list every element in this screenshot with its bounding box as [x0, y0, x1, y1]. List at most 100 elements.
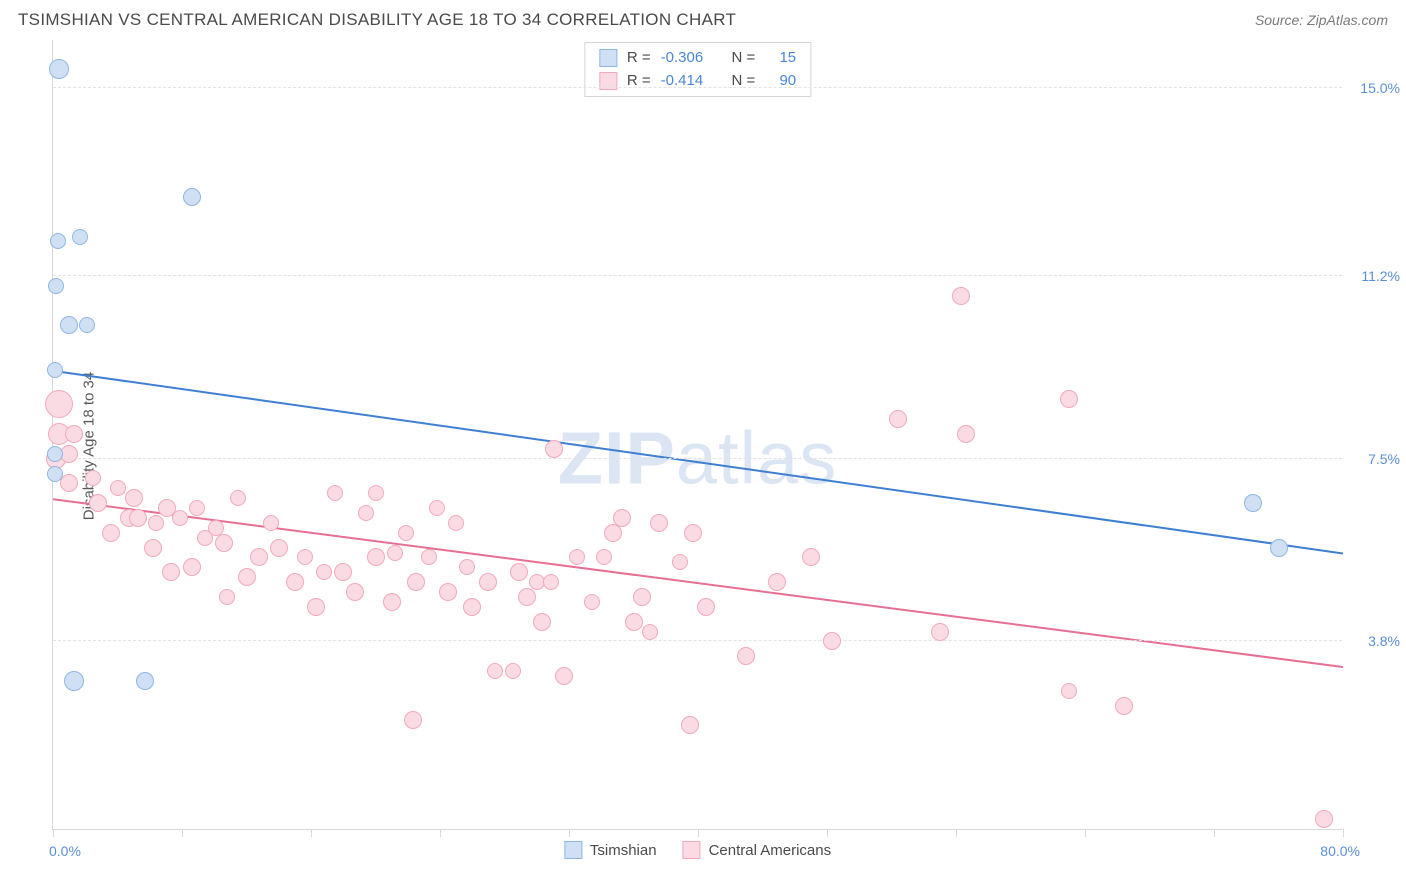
scatter-point: [346, 583, 364, 601]
legend-label: Tsimshian: [590, 842, 657, 859]
scatter-point: [487, 663, 503, 679]
scatter-point: [60, 445, 78, 463]
y-tick-label: 15.0%: [1360, 80, 1400, 96]
scatter-point: [368, 485, 384, 501]
scatter-point: [1244, 494, 1262, 512]
stat-row: R =-0.414 N = 90: [599, 70, 796, 93]
scatter-point: [230, 490, 246, 506]
correlation-stats-box: R =-0.306 N = 15R =-0.414 N = 90: [584, 42, 811, 97]
legend-label: Central Americans: [709, 842, 832, 859]
scatter-point: [555, 667, 573, 685]
scatter-point: [85, 470, 101, 486]
scatter-point: [358, 505, 374, 521]
legend-swatch-icon: [564, 841, 582, 859]
scatter-point: [297, 549, 313, 565]
x-tick: [311, 829, 312, 837]
scatter-point: [64, 671, 84, 691]
scatter-point: [215, 534, 233, 552]
scatter-point: [316, 564, 332, 580]
chart-plot-area: ZIPatlas R =-0.306 N = 15R =-0.414 N = 9…: [52, 40, 1342, 830]
scatter-point: [823, 632, 841, 650]
scatter-point: [45, 390, 73, 418]
scatter-point: [263, 515, 279, 531]
scatter-point: [219, 589, 235, 605]
scatter-point: [429, 500, 445, 516]
gridline: [53, 640, 1342, 641]
scatter-point: [543, 574, 559, 590]
stat-label-n: N =: [732, 47, 756, 70]
scatter-point: [569, 549, 585, 565]
scatter-point: [952, 287, 970, 305]
scatter-point: [1315, 810, 1333, 828]
x-axis-min-label: 0.0%: [49, 843, 81, 859]
scatter-point: [172, 510, 188, 526]
scatter-point: [398, 525, 414, 541]
scatter-point: [136, 672, 154, 690]
scatter-point: [1115, 697, 1133, 715]
stat-value-r: -0.306: [661, 47, 704, 70]
scatter-point: [367, 548, 385, 566]
scatter-point: [510, 563, 528, 581]
scatter-point: [1060, 390, 1078, 408]
scatter-point: [47, 466, 63, 482]
x-tick: [956, 829, 957, 837]
scatter-point: [286, 573, 304, 591]
stat-value-n: 90: [779, 70, 796, 93]
legend-swatch-icon: [683, 841, 701, 859]
scatter-point: [463, 598, 481, 616]
y-tick-label: 11.2%: [1361, 268, 1400, 284]
gridline: [53, 458, 1342, 459]
scatter-point: [404, 711, 422, 729]
bottom-legend: Tsimshian Central Americans: [564, 841, 831, 859]
scatter-point: [421, 549, 437, 565]
scatter-point: [48, 278, 64, 294]
x-axis-max-label: 80.0%: [1320, 843, 1360, 859]
scatter-point: [162, 563, 180, 581]
scatter-point: [518, 588, 536, 606]
stat-label-r: R =: [627, 70, 651, 93]
scatter-point: [144, 539, 162, 557]
scatter-point: [737, 647, 755, 665]
scatter-point: [505, 663, 521, 679]
x-tick: [698, 829, 699, 837]
scatter-point: [65, 425, 83, 443]
scatter-point: [50, 233, 66, 249]
x-tick: [440, 829, 441, 837]
scatter-point: [183, 558, 201, 576]
scatter-point: [47, 362, 63, 378]
scatter-point: [183, 188, 201, 206]
scatter-point: [584, 594, 600, 610]
scatter-point: [383, 593, 401, 611]
x-tick: [1085, 829, 1086, 837]
scatter-point: [189, 500, 205, 516]
scatter-point: [545, 440, 563, 458]
scatter-point: [957, 425, 975, 443]
x-tick: [1343, 829, 1344, 837]
scatter-point: [270, 539, 288, 557]
scatter-point: [613, 509, 631, 527]
scatter-point: [672, 554, 688, 570]
scatter-point: [327, 485, 343, 501]
source-attribution: Source: ZipAtlas.com: [1255, 12, 1388, 28]
x-tick: [827, 829, 828, 837]
scatter-point: [439, 583, 457, 601]
scatter-point: [407, 573, 425, 591]
stat-label-n: N =: [732, 70, 756, 93]
scatter-point: [60, 316, 78, 334]
scatter-point: [387, 545, 403, 561]
scatter-point: [307, 598, 325, 616]
x-tick: [569, 829, 570, 837]
legend-item: Central Americans: [683, 841, 832, 859]
scatter-point: [1061, 683, 1077, 699]
scatter-point: [625, 613, 643, 631]
x-tick: [1214, 829, 1215, 837]
scatter-point: [448, 515, 464, 531]
scatter-point: [802, 548, 820, 566]
scatter-point: [889, 410, 907, 428]
chart-title: TSIMSHIAN VS CENTRAL AMERICAN DISABILITY…: [18, 10, 736, 30]
scatter-point: [125, 489, 143, 507]
scatter-point: [479, 573, 497, 591]
y-tick-label: 3.8%: [1368, 633, 1400, 649]
x-tick: [53, 829, 54, 837]
scatter-point: [110, 480, 126, 496]
